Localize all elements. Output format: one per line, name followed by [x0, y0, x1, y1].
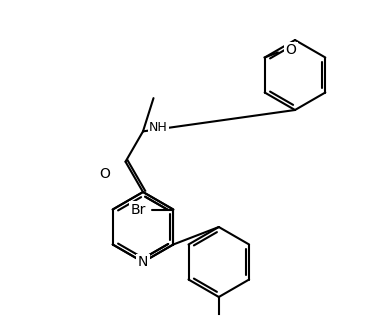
Text: O: O: [286, 44, 297, 58]
Text: N: N: [138, 255, 148, 269]
Text: NH: NH: [149, 121, 168, 134]
Text: O: O: [99, 167, 110, 181]
Text: Br: Br: [130, 202, 146, 216]
